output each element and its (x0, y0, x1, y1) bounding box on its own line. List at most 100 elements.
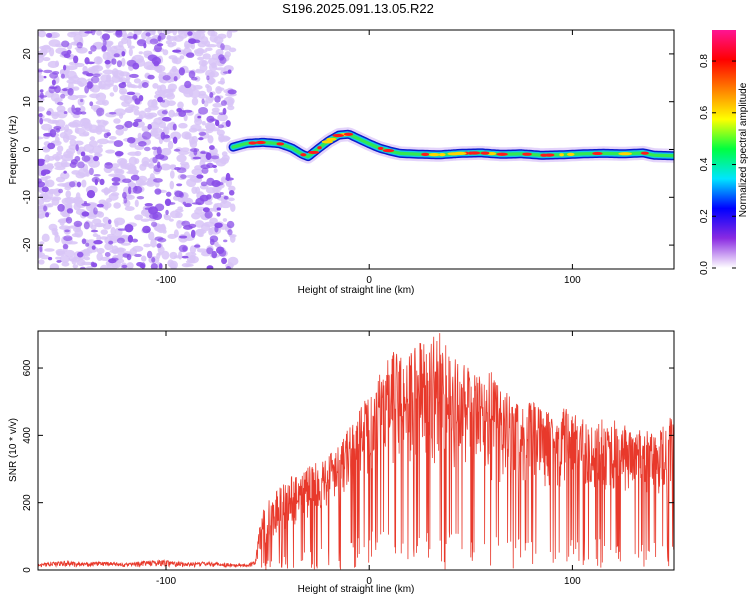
noise-speckle (191, 135, 198, 144)
noise-speckle (170, 131, 182, 140)
noise-blob (126, 35, 135, 39)
noise-speckle (105, 83, 115, 87)
noise-speckle (148, 112, 158, 118)
noise-speckle (215, 158, 227, 167)
noise-blob (184, 80, 192, 89)
noise-speckle (167, 140, 174, 150)
noise-speckle (179, 55, 185, 60)
noise-speckle (94, 223, 104, 228)
noise-blob (197, 115, 202, 119)
noise-blob (187, 31, 193, 36)
noise-speckle (121, 100, 130, 107)
colorbar-tick-label: 0.8 (699, 54, 710, 68)
noise-speckle (40, 176, 49, 181)
noise-blob (121, 50, 126, 57)
noise-blob (161, 99, 166, 103)
noise-blob (104, 251, 111, 257)
noise-blob (128, 186, 132, 195)
noise-speckle (197, 233, 204, 238)
snr-frame (37, 330, 675, 571)
noise-blob (184, 203, 192, 208)
noise-blob (198, 131, 207, 136)
noise-speckle (214, 241, 219, 247)
noise-speckle (162, 89, 174, 98)
noise-speckle (227, 197, 235, 202)
noise-blob (79, 266, 86, 269)
noise-speckle (64, 186, 72, 191)
noise-speckle (63, 150, 74, 159)
noise-speckle (121, 242, 131, 246)
noise-blob (227, 229, 233, 236)
noise-blob (122, 178, 132, 184)
colorbar-tick-label: 0.6 (699, 105, 710, 119)
noise-blob (205, 152, 212, 160)
noise-blob (99, 178, 105, 186)
noise-speckle (156, 252, 161, 260)
doppler-track-peak (592, 151, 603, 156)
noise-blob (60, 93, 66, 99)
noise-speckle (205, 96, 214, 104)
noise-speckle (107, 233, 117, 238)
noise-blob (196, 174, 204, 179)
noise-speckle (61, 212, 71, 218)
noise-blob (225, 266, 232, 269)
noise-blob (108, 258, 117, 264)
noise-speckle (213, 168, 218, 174)
noise-speckle (128, 156, 138, 166)
noise-speckle (44, 154, 51, 163)
noise-blob (172, 123, 177, 131)
noise-blob (155, 153, 165, 160)
noise-speckle (198, 93, 208, 99)
noise-speckle (166, 36, 178, 42)
noise-speckle (54, 166, 66, 171)
noise-blob (76, 251, 84, 258)
noise-blob (62, 88, 68, 92)
y-tick-label: 0 (22, 567, 33, 573)
noise-speckle (102, 216, 110, 224)
noise-blob (113, 53, 120, 58)
noise-blob (151, 146, 158, 150)
noise-blob (227, 89, 237, 95)
noise-blob (141, 82, 149, 89)
doppler-track-peak (300, 153, 307, 157)
noise-blob (109, 111, 117, 115)
noise-speckle (112, 84, 119, 93)
noise-blob (64, 229, 70, 233)
noise-blob (192, 156, 202, 160)
doppler-track (226, 127, 674, 164)
snr-ticks: -100 0 100 0 200 400 600 (22, 331, 674, 587)
noise-blob (150, 263, 158, 269)
noise-blob (89, 167, 94, 176)
noise-speckle (91, 65, 100, 70)
noise-blob (214, 225, 219, 233)
noise-speckle (74, 127, 86, 135)
noise-blob (136, 39, 147, 47)
noise-speckle (207, 135, 214, 144)
noise-blob (67, 88, 74, 96)
noise-blob (62, 243, 69, 250)
noise-speckle (59, 69, 64, 75)
noise-blob (133, 118, 143, 123)
noise-speckle (113, 45, 125, 50)
noise-speckle (206, 85, 213, 93)
noise-speckle (38, 259, 45, 265)
noise-blob (90, 76, 100, 84)
noise-speckle (211, 186, 222, 192)
noise-blob (204, 210, 213, 219)
noise-speckle (110, 226, 116, 236)
noise-blob (45, 32, 53, 38)
noise-blob (84, 85, 90, 94)
noise-speckle (147, 105, 159, 111)
colorbar-tick-label: 0.4 (699, 157, 710, 171)
noise-blob (223, 195, 229, 200)
noise-blob (156, 43, 164, 47)
noise-speckle (48, 223, 58, 231)
noise-blob (206, 162, 214, 169)
noise-blob (149, 213, 159, 220)
noise-blob (206, 75, 210, 81)
noise-speckle (89, 93, 101, 99)
noise-speckle (106, 30, 112, 33)
noise-blob (69, 161, 77, 169)
noise-speckle (38, 106, 45, 112)
noise-speckle (47, 60, 59, 69)
